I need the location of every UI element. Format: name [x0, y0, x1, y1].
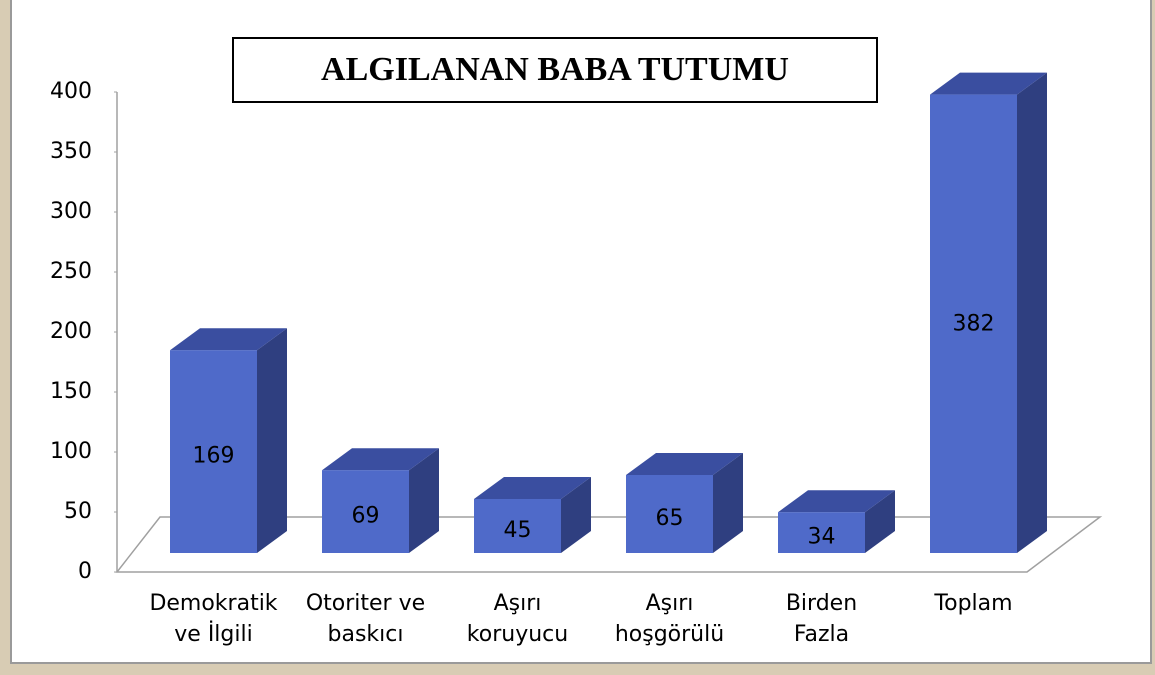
bar-top [778, 490, 895, 513]
bar-top [322, 448, 439, 471]
y-tick-label: 250 [50, 259, 92, 284]
x-tick-label: Aşırı koruyucu [466, 591, 569, 647]
y-tick-label: 200 [50, 319, 92, 344]
bar-side [257, 328, 287, 553]
bar-side [1017, 72, 1047, 553]
y-tick-label: 100 [50, 439, 92, 464]
bar [474, 499, 561, 553]
bar-side [865, 490, 895, 553]
bar [778, 512, 865, 553]
chart-title: ALGILANAN BABA TUTUMU [232, 37, 878, 103]
value-label: 34 [808, 525, 836, 550]
bar [170, 350, 257, 553]
y-tick-label: 150 [50, 379, 92, 404]
value-label: 45 [504, 518, 532, 543]
bar-side [561, 477, 591, 553]
bar-top [474, 477, 591, 499]
bar-side [713, 453, 743, 553]
x-tick-label: Otoriter ve baskıcı [305, 591, 426, 647]
x-tick-label: Birden Fazla [785, 591, 858, 647]
floor [115, 516, 1103, 573]
x-tick-label: Demokratik ve İlgili [149, 591, 278, 647]
value-label: 65 [656, 506, 684, 531]
x-tick-label: Aşırı hoşgörülü [614, 591, 725, 647]
y-tick-label: 0 [78, 559, 92, 584]
bar [626, 475, 713, 553]
bar-top [170, 328, 287, 351]
y-tick-label: 300 [50, 199, 92, 224]
bar-top [930, 72, 1047, 95]
value-label: 69 [352, 504, 380, 529]
value-label: 382 [953, 312, 995, 337]
y-tick-label: 350 [50, 139, 92, 164]
y-tick-label: 400 [50, 79, 92, 104]
bar [322, 470, 409, 553]
bar [930, 94, 1017, 553]
value-label: 169 [193, 444, 235, 469]
bar-side [409, 448, 439, 553]
x-tick-label: Toplam [934, 591, 1013, 616]
bar-top [626, 453, 743, 475]
y-tick-label: 50 [64, 499, 92, 524]
